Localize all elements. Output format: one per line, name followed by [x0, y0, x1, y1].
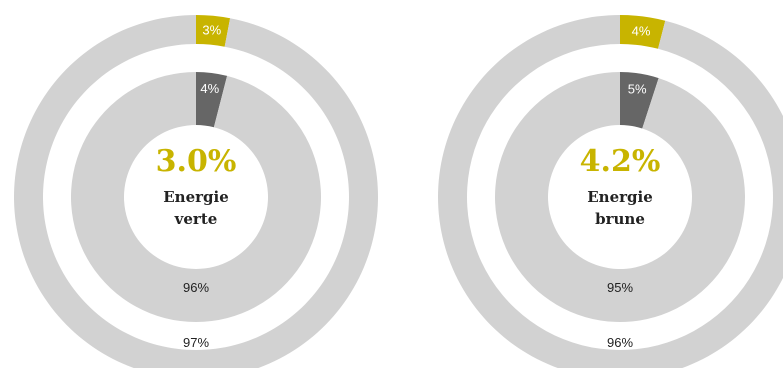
center-value: 3.0%: [156, 144, 237, 179]
center-label-line-2: verte: [174, 210, 218, 228]
outer-ring-label-share: 3%: [202, 23, 221, 38]
center-label-line-1: Energie: [587, 188, 653, 206]
outer-ring-slice-share: [196, 15, 231, 47]
outer-ring-label-rest: 96%: [607, 335, 633, 350]
donut-chart-1: 3% 97% 4% 96% 3.0% Energie verte: [14, 15, 378, 368]
center-label-line-2: brune: [595, 210, 645, 228]
inner-ring-label-rest: 96%: [183, 280, 209, 295]
inner-ring-label-share: 5%: [628, 81, 647, 96]
inner-ring-label-rest: 95%: [607, 280, 633, 295]
center-label-line-1: Energie: [163, 188, 229, 206]
inner-ring-slice-share: [620, 72, 659, 129]
outer-ring-slice-share: [620, 15, 666, 49]
donut-chart-2: 4% 96% 5% 95% 4.2% Energie brune: [438, 15, 783, 368]
outer-ring-label-rest: 97%: [183, 335, 209, 350]
inner-ring-slice-rest: [71, 72, 322, 322]
center-value: 4.2%: [580, 144, 661, 179]
inner-ring-slice-share: [196, 72, 228, 128]
outer-ring-label-share: 4%: [632, 23, 651, 38]
inner-ring-label-share: 4%: [200, 81, 219, 96]
inner-ring-slice-rest: [495, 72, 746, 322]
